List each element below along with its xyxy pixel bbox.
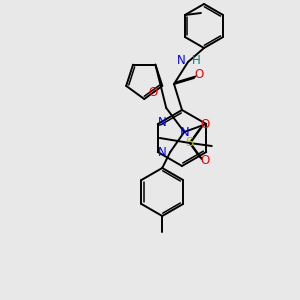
Text: N: N	[179, 125, 189, 139]
Text: N: N	[158, 116, 166, 130]
Text: N: N	[158, 146, 166, 160]
Text: O: O	[200, 118, 209, 130]
Text: N: N	[177, 55, 186, 68]
Text: O: O	[194, 68, 204, 82]
Text: S: S	[186, 136, 194, 149]
Text: H: H	[192, 55, 201, 68]
Text: O: O	[200, 154, 209, 167]
Text: O: O	[149, 86, 158, 99]
